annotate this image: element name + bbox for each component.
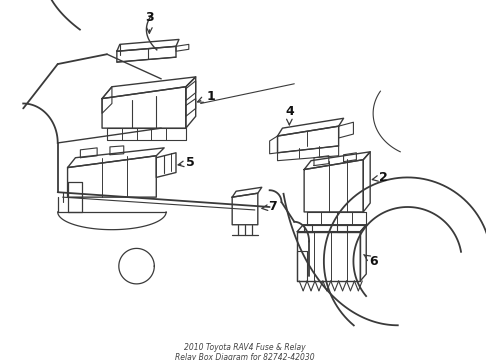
Text: 4: 4 (285, 105, 293, 125)
Text: 3: 3 (145, 11, 153, 33)
Text: 5: 5 (178, 156, 195, 169)
Text: 1: 1 (197, 90, 214, 103)
Text: 7: 7 (262, 201, 276, 213)
Text: 2010 Toyota RAV4 Fuse & Relay
Relay Box Diagram for 82742-42030: 2010 Toyota RAV4 Fuse & Relay Relay Box … (174, 343, 314, 360)
Text: 2: 2 (371, 171, 386, 184)
Text: 6: 6 (363, 255, 377, 268)
